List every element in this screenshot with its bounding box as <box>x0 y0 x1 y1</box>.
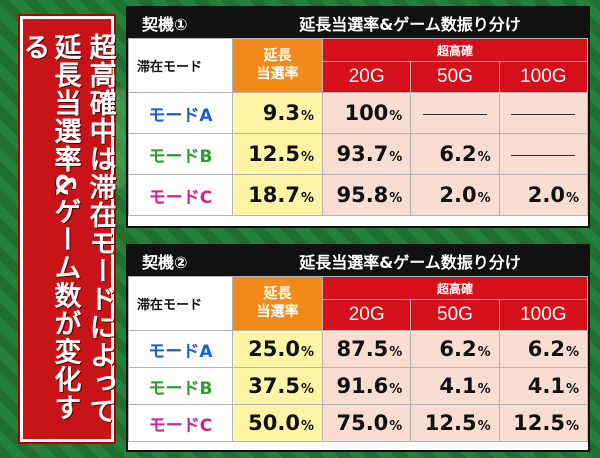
rate-cell: 25.0% <box>232 330 323 368</box>
mode-a-label: モードA <box>128 330 233 368</box>
rate-cell: 9.3% <box>232 92 323 134</box>
value-50g: 12.5% <box>410 404 500 442</box>
trigger-label: 契機② <box>142 253 188 272</box>
rate-cell: 12.5% <box>232 133 323 175</box>
value-20g: 95.8% <box>321 174 412 216</box>
mode-c-label: モードC <box>128 174 233 216</box>
table-panel-trigger-1: 契機① 延長当選率&ゲーム数振り分け 滞在モード 延長 当選率 超高確 20G … <box>126 6 590 228</box>
dash-mark <box>511 113 576 115</box>
value-20g: 100% <box>321 92 412 134</box>
dash-mark <box>511 154 576 156</box>
value-50g: 4.1% <box>410 367 500 405</box>
value-50g-empty <box>410 92 500 134</box>
mode-b-label: モードB <box>128 367 233 405</box>
table-row: モードA 25.0% 87.5% 6.2% 6.2% <box>128 330 589 368</box>
banner-line-1: 超高確中は滞在モードによって <box>84 33 116 425</box>
value-20g: 87.5% <box>321 330 412 368</box>
value-100g-empty <box>498 133 589 175</box>
rate-cell: 37.5% <box>232 367 323 405</box>
value-100g: 6.2% <box>498 330 589 368</box>
value-100g: 2.0% <box>498 174 589 216</box>
header-20g: 20G <box>321 299 412 331</box>
value-100g: 12.5% <box>498 404 589 442</box>
panel-title-bar: 契機① 延長当選率&ゲーム数振り分け <box>128 8 588 38</box>
header-rate-line2: 当選率 <box>256 303 299 320</box>
header-100g: 100G <box>498 299 589 331</box>
header-rate-line1: 延長 <box>263 48 292 64</box>
table-row: モードB 37.5% 91.6% 4.1% 4.1% <box>128 367 589 405</box>
header-50g: 50G <box>410 61 500 93</box>
mode-b-label: モードB <box>128 133 233 175</box>
header-rate: 延長 当選率 <box>232 276 323 331</box>
header-rate-line2: 当選率 <box>256 65 299 82</box>
value-100g-empty <box>498 92 589 134</box>
side-banner: 超高確中は滞在モードによって 延長当選率&ゲーム数が変化する <box>18 16 116 442</box>
header-100g: 100G <box>498 61 589 93</box>
table-row: モードC 50.0% 75.0% 12.5% 12.5% <box>128 404 589 442</box>
rate-cell: 50.0% <box>232 404 323 442</box>
header-rate-line1: 延長 <box>263 286 292 302</box>
table-row: モードC 18.7% 95.8% 2.0% 2.0% <box>128 174 589 216</box>
distribution-table: 滞在モード 延長 当選率 超高確 20G 50G 100G モードA 25.0%… <box>128 276 589 442</box>
header-mode: 滞在モード <box>128 276 233 331</box>
table-title: 延長当選率&ゲーム数振り分け <box>299 15 521 34</box>
banner-line-2: 延長当選率&ゲーム数が変化する <box>18 33 81 422</box>
table-title: 延長当選率&ゲーム数振り分け <box>299 253 521 272</box>
panel-title-bar: 契機② 延長当選率&ゲーム数振り分け <box>128 246 588 276</box>
value-20g: 93.7% <box>321 133 412 175</box>
distribution-table: 滞在モード 延長 当選率 超高確 20G 50G 100G モードA 9.3% … <box>128 38 589 216</box>
value-50g: 6.2% <box>410 330 500 368</box>
dash-mark <box>422 113 487 115</box>
header-super: 超高確 <box>322 38 588 62</box>
table-panel-trigger-2: 契機② 延長当選率&ゲーム数振り分け 滞在モード 延長 当選率 超高確 20G … <box>126 244 590 452</box>
value-100g: 4.1% <box>498 367 589 405</box>
value-20g: 75.0% <box>321 404 412 442</box>
value-50g: 2.0% <box>410 174 500 216</box>
header-rate: 延長 当選率 <box>232 38 323 93</box>
table-row: モードA 9.3% 100% <box>128 92 589 134</box>
mode-c-label: モードC <box>128 404 233 442</box>
mode-a-label: モードA <box>128 92 233 134</box>
header-50g: 50G <box>410 299 500 331</box>
table-row: モードB 12.5% 93.7% 6.2% <box>128 133 589 175</box>
rate-cell: 18.7% <box>232 174 323 216</box>
header-20g: 20G <box>321 61 412 93</box>
header-mode: 滞在モード <box>128 38 233 93</box>
header-super: 超高確 <box>322 276 588 300</box>
trigger-label: 契機① <box>142 15 188 34</box>
value-20g: 91.6% <box>321 367 412 405</box>
value-50g: 6.2% <box>410 133 500 175</box>
